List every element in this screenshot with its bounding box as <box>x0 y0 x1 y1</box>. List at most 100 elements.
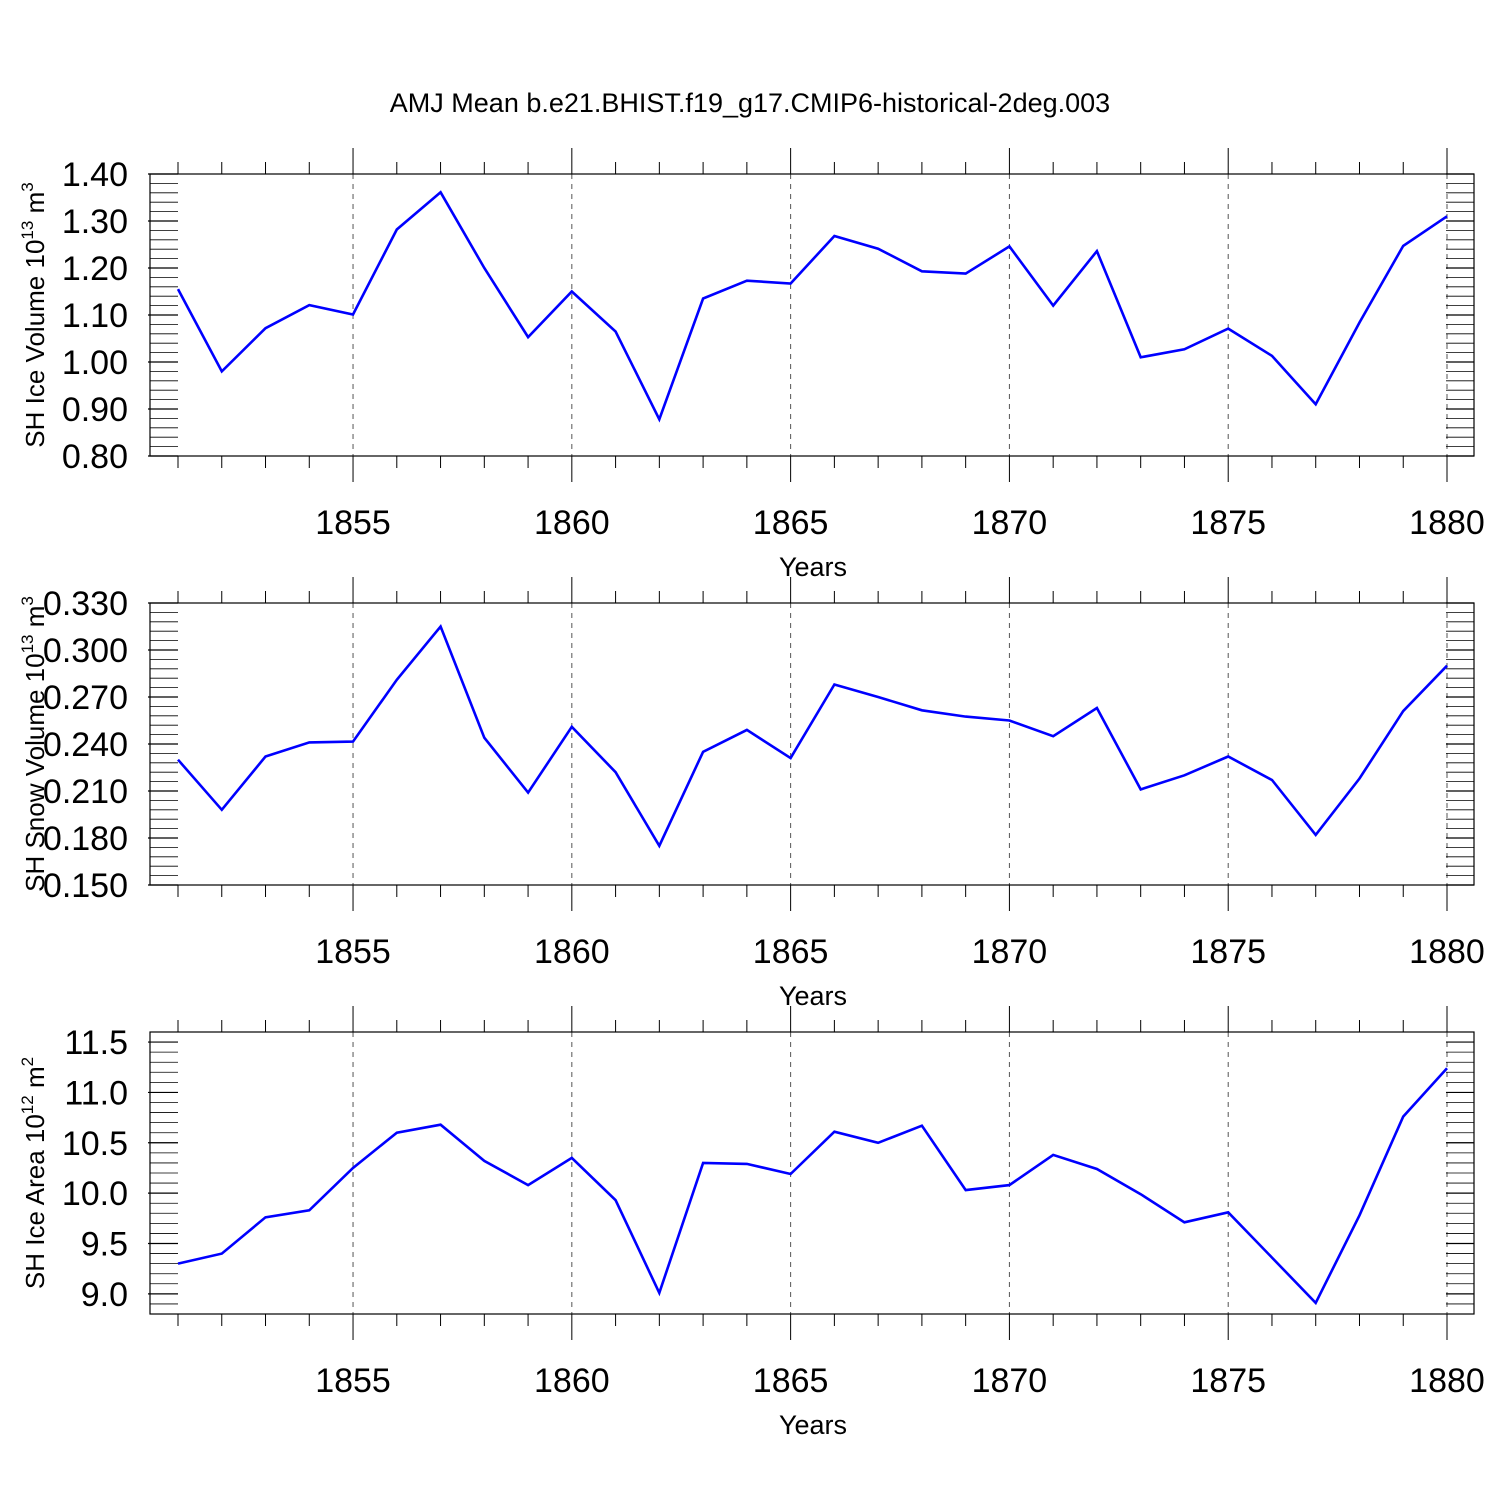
data-point <box>1269 1255 1275 1261</box>
data-point <box>438 189 444 195</box>
y-tick-label: 0.180 <box>43 820 128 858</box>
x-tick-label: 1880 <box>1409 504 1485 542</box>
y-tick-label: 0.270 <box>43 679 128 717</box>
data-point <box>700 296 706 302</box>
y-axis-label-part: 2 <box>18 1057 37 1066</box>
data-point <box>831 1129 837 1135</box>
x-tick-label: 1855 <box>315 1362 391 1400</box>
data-point <box>831 681 837 687</box>
x-axis-label: Years <box>779 552 847 582</box>
data-point <box>350 739 356 745</box>
data-point <box>1400 708 1406 714</box>
data-point <box>744 1161 750 1167</box>
data-point <box>919 1123 925 1129</box>
data-point <box>1269 353 1275 359</box>
y-axis-label: SH Ice Area 1012 m2 <box>18 1057 50 1289</box>
data-point <box>306 1207 312 1213</box>
data-point <box>525 790 531 796</box>
data-point <box>263 325 269 331</box>
y-tick-label: 9.0 <box>81 1276 128 1314</box>
data-point <box>394 226 400 232</box>
data-point <box>394 1130 400 1136</box>
data-point <box>1050 733 1056 739</box>
x-tick-label: 1860 <box>534 504 610 542</box>
panel-snow-volume: 1855 1860 1865 1870 1875 1880 Years 0.150 0.180 0… <box>18 577 1485 1011</box>
data-point <box>1006 243 1012 249</box>
x-tick-label: 1860 <box>534 933 610 971</box>
data-point <box>788 281 794 287</box>
data-point <box>306 302 312 308</box>
y-tick-label: 1.10 <box>62 297 128 335</box>
y-tick-label: 11.0 <box>64 1074 128 1112</box>
x-tick-label: 1865 <box>753 504 829 542</box>
data-point <box>219 1251 225 1257</box>
data-point <box>1094 1166 1100 1172</box>
series-line <box>176 190 1448 423</box>
y-tick-label: 1.40 <box>62 156 128 194</box>
data-point <box>1006 718 1012 724</box>
data-point <box>656 416 662 422</box>
data-point <box>963 1187 969 1193</box>
y-axis-label-part: 12 <box>18 1095 37 1114</box>
data-point <box>1094 705 1100 711</box>
y-tick-label: 0.300 <box>43 632 128 670</box>
y-tick-label: 0.90 <box>62 391 128 429</box>
data-point <box>613 328 619 334</box>
data-point <box>569 1155 575 1161</box>
data-point <box>1400 243 1406 249</box>
y-axis-label-part: SH Ice Volume 10 <box>20 240 50 448</box>
data-point <box>1138 354 1144 360</box>
series-line <box>177 623 1448 849</box>
y-tick-label: 0.150 <box>43 867 128 905</box>
data-point <box>875 246 881 252</box>
data-point <box>219 368 225 374</box>
data-point <box>613 769 619 775</box>
data-point <box>1050 1152 1056 1158</box>
data-point <box>1138 1191 1144 1197</box>
data-point <box>1094 248 1100 254</box>
y-axis-label-part: m <box>20 606 50 635</box>
data-point <box>175 286 181 292</box>
y-tick-label: 0.80 <box>62 438 128 476</box>
y-tick-label: 0.330 <box>43 585 128 623</box>
data-point <box>438 1122 444 1128</box>
x-tick-label: 1865 <box>753 1362 829 1400</box>
data-point <box>1444 663 1450 669</box>
data-point <box>1444 213 1450 219</box>
panel-ice-volume: 1855 1860 1865 1870 1875 1880 Years 0.80 0.90 1.0… <box>18 148 1485 582</box>
x-tick-label: 1870 <box>972 1362 1048 1400</box>
data-point <box>481 735 487 741</box>
data-point <box>875 1140 881 1146</box>
data-point <box>175 757 181 763</box>
panel-ice-area: 1855 1860 1865 1870 1875 1880 Years 9.0 9.5 10.0 1… <box>18 1006 1485 1440</box>
data-point <box>175 1261 181 1267</box>
data-point <box>1181 346 1187 352</box>
y-tick-label: 0.210 <box>43 773 128 811</box>
data-point <box>919 268 925 274</box>
data-point <box>1356 320 1362 326</box>
data-point <box>919 707 925 713</box>
data-point <box>481 265 487 271</box>
x-axis-label: Years <box>779 981 847 1011</box>
y-axis-label: SH Ice Volume 1013 m3 <box>18 182 50 447</box>
plot-frame <box>149 602 1475 886</box>
data-point <box>1006 1182 1012 1188</box>
data-point <box>788 755 794 761</box>
data-point <box>700 1160 706 1166</box>
x-tick-label: 1870 <box>972 504 1048 542</box>
data-point <box>1269 777 1275 783</box>
figure-title: AMJ Mean b.e21.BHIST.f19_g17.CMIP6-histo… <box>390 88 1110 118</box>
data-point <box>350 1165 356 1171</box>
data-point <box>1050 303 1056 309</box>
data-point <box>656 1290 662 1296</box>
data-point <box>1356 775 1362 781</box>
data-point <box>1181 772 1187 778</box>
data-point <box>525 1182 531 1188</box>
y-tick-label: 9.5 <box>81 1226 128 1264</box>
x-tick-label: 1875 <box>1190 1362 1266 1400</box>
data-point <box>1356 1212 1362 1218</box>
data-point <box>700 749 706 755</box>
data-point <box>569 724 575 730</box>
x-tick-label: 1875 <box>1190 504 1266 542</box>
y-axis-label-part: m <box>20 1066 50 1095</box>
